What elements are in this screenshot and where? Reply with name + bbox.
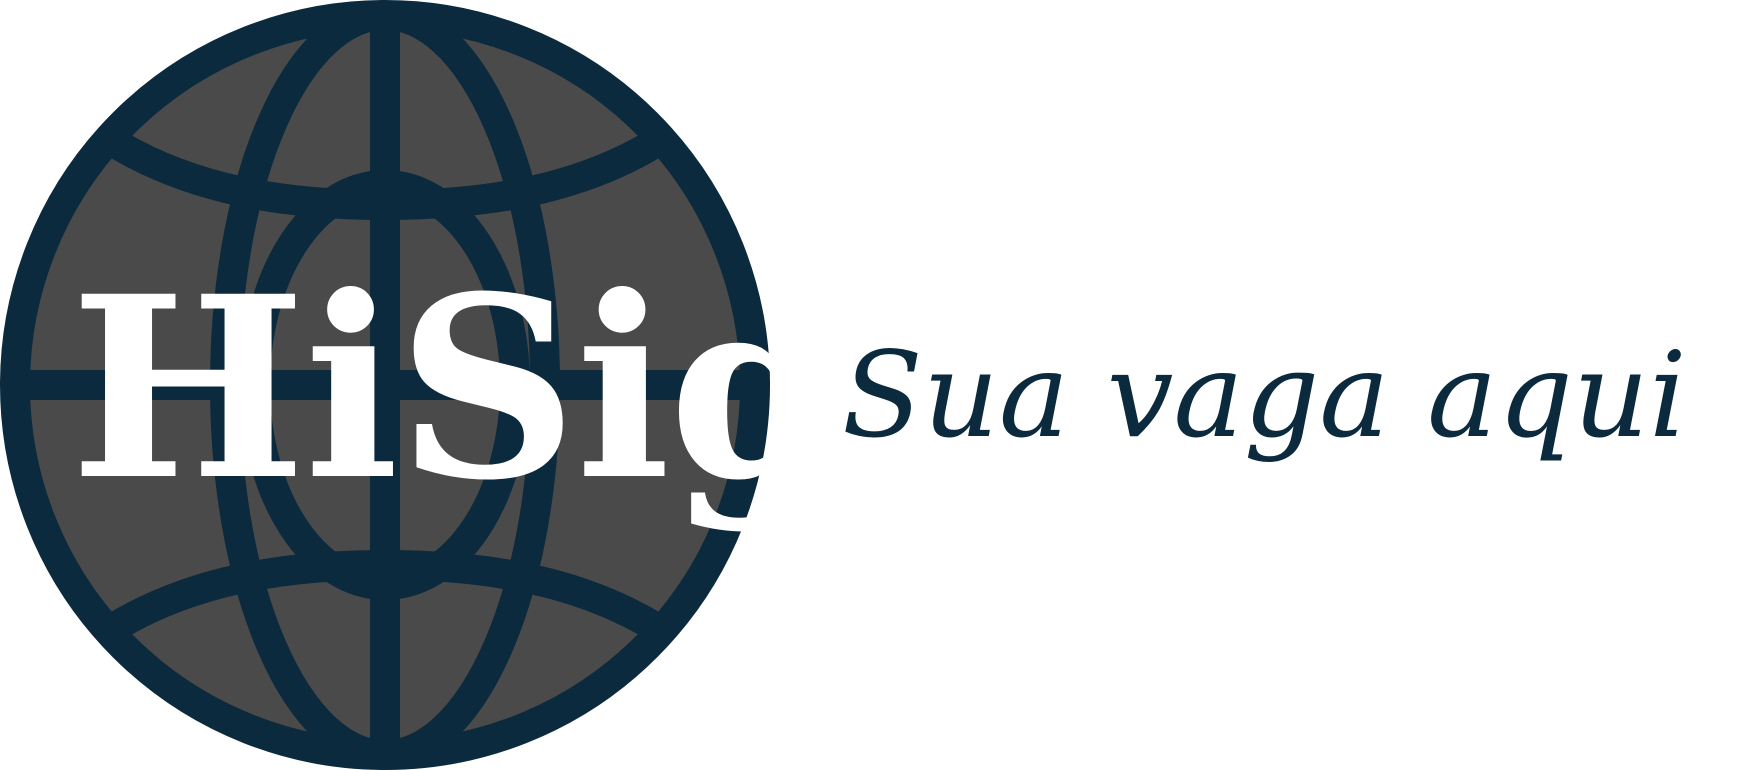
globe-icon bbox=[0, 0, 770, 770]
tagline: Sua vaga aqui bbox=[842, 326, 1687, 464]
brand-name: HiSig bbox=[70, 241, 844, 535]
